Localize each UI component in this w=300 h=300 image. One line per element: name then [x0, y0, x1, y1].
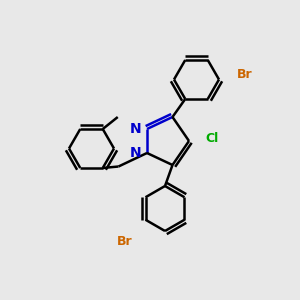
Text: Cl: Cl: [206, 132, 219, 145]
Text: N: N: [130, 122, 142, 136]
Text: N: N: [130, 146, 142, 160]
Text: Br: Br: [237, 68, 253, 82]
Text: Br: Br: [116, 235, 132, 248]
